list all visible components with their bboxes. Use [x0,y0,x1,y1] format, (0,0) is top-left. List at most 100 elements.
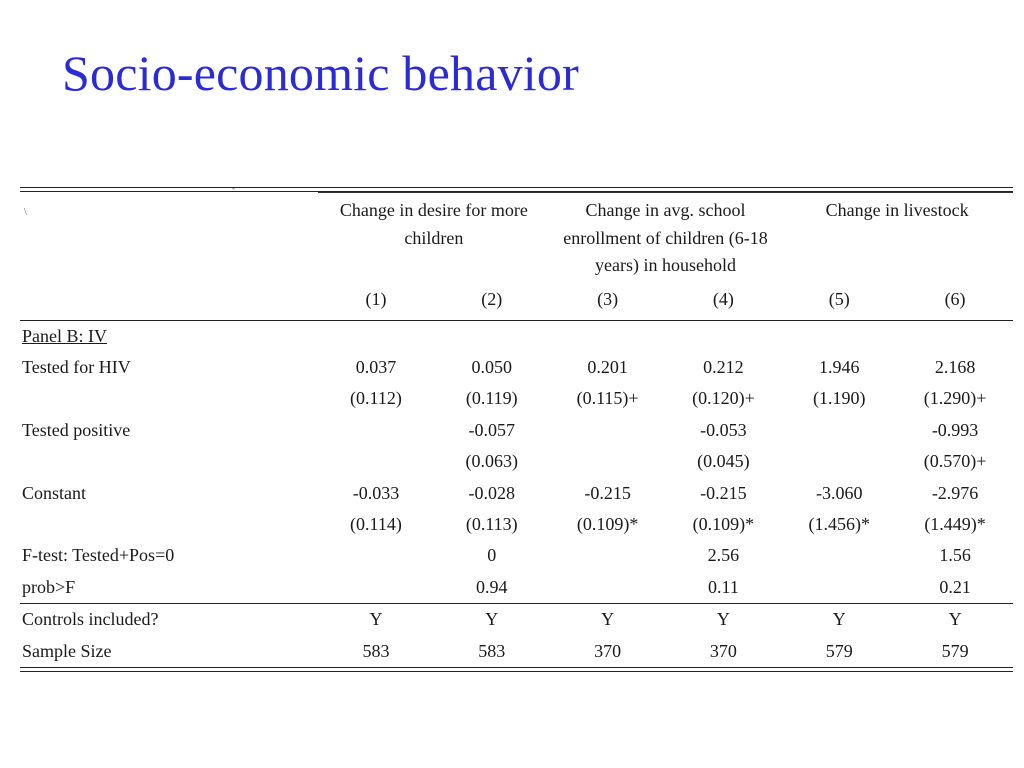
corner-cell: \ [20,193,318,280]
panel-label-row: Panel B: IV [20,320,1013,352]
table-cell: Y [318,604,434,636]
table-cell: (0.119) [434,383,550,414]
panel-label: Panel B: IV [20,320,1013,352]
stray-mark: - [232,183,262,189]
table-cell: Y [550,604,666,636]
row-label: Tested for HIV [20,352,318,383]
table-cell: -0.057 [434,415,550,446]
table-cell [781,572,897,604]
table-cell: -0.215 [666,477,782,508]
table-cell [781,446,897,477]
table-cell: (1.190) [781,383,897,414]
slide-title: Socio-economic behavior [62,44,579,102]
table-row: Constant -0.033 -0.028 -0.215 -0.215 -3.060 -2… [20,477,1013,508]
table-cell: 579 [781,635,897,666]
table-cell [550,446,666,477]
table-row: (0.063) (0.045) (0.570)+ [20,446,1013,477]
table-cell: (0.570)+ [897,446,1013,477]
group-header-desire: Change in desire for more children [318,193,550,280]
table-bottom-rule [20,667,1013,672]
table-row: F-test: Tested+Pos=0 0 2.56 1.56 [20,540,1013,571]
table-cell: -2.976 [897,477,1013,508]
group-header-label: Change in desire for more children [318,197,550,252]
table-cell: 370 [550,635,666,666]
table-cell: 370 [666,635,782,666]
table-cell [318,415,434,446]
row-label: Tested positive [20,415,318,446]
table-cell: 579 [897,635,1013,666]
table-cell: Y [781,604,897,636]
row-label: Constant [20,477,318,508]
column-number-label [20,280,318,321]
row-label: Controls included? [20,604,318,636]
table-row: Tested for HIV 0.037 0.050 0.201 0.212 1.946 2… [20,352,1013,383]
table-row: (0.114) (0.113) (0.109)* (0.109)* (1.456)* (1… [20,509,1013,540]
table-cell [318,446,434,477]
table-cell: 0.037 [318,352,434,383]
table-cell: 583 [434,635,550,666]
table-row: Tested positive -0.057 -0.053 -0.993 [20,415,1013,446]
row-label [20,383,318,414]
table-cell: 2.56 [666,540,782,571]
table-cell: Y [666,604,782,636]
table-cell: 0.94 [434,572,550,604]
table-cell: -0.033 [318,477,434,508]
table-cell: 0.11 [666,572,782,604]
table-cell: 0.212 [666,352,782,383]
table-cell: 0 [434,540,550,571]
group-header-school: Change in avg. school enrollment of chil… [550,193,782,280]
column-number: (4) [666,280,782,321]
row-label: F-test: Tested+Pos=0 [20,540,318,571]
column-number-row: (1) (2) (3) (4) (5) (6) [20,280,1013,321]
column-number: (3) [550,280,666,321]
table-cell: 0.21 [897,572,1013,604]
table-cell: (0.063) [434,446,550,477]
table-cell: Y [434,604,550,636]
table-cell: Y [897,604,1013,636]
row-label: prob>F [20,572,318,604]
group-header-label: Change in avg. school enrollment of chil… [550,197,782,280]
table-cell: 1.56 [897,540,1013,571]
table-row: prob>F 0.94 0.11 0.21 [20,572,1013,604]
table-cell: (0.109)* [550,509,666,540]
table-row: Sample Size 583 583 370 370 579 579 [20,635,1013,666]
table-cell: (1.456)* [781,509,897,540]
group-header-row: \ Change in desire for more children Cha… [20,193,1013,280]
table-cell [318,540,434,571]
table-cell [550,540,666,571]
table-cell: -0.028 [434,477,550,508]
table-cell: 583 [318,635,434,666]
column-number: (6) [897,280,1013,321]
data-rows: Tested for HIV 0.037 0.050 0.201 0.212 1.946 2… [20,352,1013,604]
group-header-livestock: Change in livestock [781,193,1013,280]
group-header-label: Change in livestock [781,197,1013,225]
table-cell: (1.290)+ [897,383,1013,414]
table-cell: -0.215 [550,477,666,508]
table-cell: (0.115)+ [550,383,666,414]
table-cell: (1.449)* [897,509,1013,540]
table-cell: (0.112) [318,383,434,414]
table-cell: (0.045) [666,446,782,477]
table-cell: 0.201 [550,352,666,383]
table-cell [550,572,666,604]
table-cell: -3.060 [781,477,897,508]
table-cell: (0.114) [318,509,434,540]
table-cell: 0.050 [434,352,550,383]
table-cell: (0.109)* [666,509,782,540]
table-cell [550,415,666,446]
table-cell: (0.120)+ [666,383,782,414]
column-number: (5) [781,280,897,321]
footer-rows: Controls included? Y Y Y Y Y Y Sample Size 583 58… [20,604,1013,667]
table-cell [781,540,897,571]
table-cell: -0.053 [666,415,782,446]
table-row: (0.112) (0.119) (0.115)+ (0.120)+ (1.190) (1.… [20,383,1013,414]
row-label: Sample Size [20,635,318,666]
table-row: Controls included? Y Y Y Y Y Y [20,604,1013,636]
row-label [20,446,318,477]
regression-table: - \ Change in desire for more children C… [20,187,1013,672]
row-label [20,509,318,540]
table-cell: 1.946 [781,352,897,383]
column-number: (1) [318,280,434,321]
table-cell: (0.113) [434,509,550,540]
table-cell: 2.168 [897,352,1013,383]
